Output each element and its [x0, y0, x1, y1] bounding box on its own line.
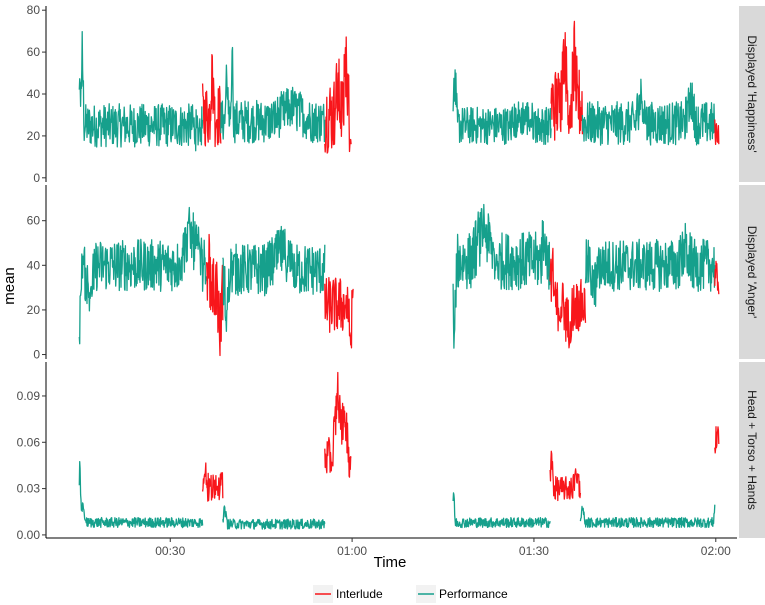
series-lines [78, 371, 720, 530]
interlude-series-line [324, 277, 354, 349]
x-tick-label: 01:00 [337, 544, 367, 558]
interlude-series-line [324, 36, 352, 154]
facet-strip [739, 185, 765, 359]
performance-series-line [78, 31, 204, 152]
y-tick-label: 0 [33, 348, 40, 362]
interlude-series-line [714, 119, 720, 146]
y-tick-label: 60 [27, 214, 41, 228]
x-axis: 00:30 01:00 01:30 02:00 [46, 537, 737, 558]
y-tick-label: 20 [27, 129, 41, 143]
performance-series-line [78, 206, 208, 345]
performance-series-line [222, 505, 326, 530]
interlude-series-line [201, 54, 222, 148]
facet-strip [739, 362, 765, 538]
panel-3: 0.00 0.03 0.06 0.09 Head + Torso + Hands [17, 362, 765, 542]
facet-strip-label: Displayed 'Anger' [745, 226, 759, 319]
y-tick-label: 20 [27, 303, 41, 317]
x-axis-title: Time [374, 554, 407, 571]
interlude-series-line [549, 247, 587, 349]
y-tick-label: 80 [27, 3, 41, 17]
interlude-series-line [324, 371, 352, 478]
facet-strip-label: Head + Torso + Hands [745, 390, 759, 510]
interlude-series-line [714, 426, 720, 454]
performance-series-line [78, 460, 204, 529]
x-tick-label: 00:30 [155, 544, 185, 558]
interlude-series-line [714, 260, 720, 295]
y-axis-title: mean [1, 267, 18, 305]
panel-2: 0 20 40 60 Displayed 'Anger' [27, 185, 765, 362]
panel-1: 0 20 40 60 80 Displayed 'Happiness' [27, 3, 765, 185]
y-tick-label: 0.00 [17, 528, 41, 542]
y-tick-label: 0.06 [17, 435, 41, 449]
performance-series-line [452, 69, 552, 146]
performance-series-line [581, 78, 716, 146]
legend-label: Interlude [336, 587, 383, 601]
y-tick-label: 40 [27, 87, 41, 101]
series-lines [78, 203, 720, 357]
panel-background [46, 362, 737, 538]
legend-label: Performance [439, 587, 508, 601]
y-tick-label: 0 [33, 171, 40, 185]
legend: Interlude Performance [313, 585, 508, 603]
y-tick-label: 40 [27, 258, 41, 272]
facet-strip [739, 6, 765, 182]
performance-series-line [579, 504, 716, 529]
interlude-series-line [205, 233, 224, 357]
x-tick-label: 01:30 [519, 544, 549, 558]
x-tick-label: 02:00 [701, 544, 731, 558]
legend-item-interlude: Interlude [313, 585, 383, 603]
panels-group: 0 20 40 60 80 Displayed 'Happiness' 0 20 40 60 Dis… [17, 3, 765, 542]
legend-item-performance: Performance [416, 585, 508, 603]
performance-series-line [452, 203, 551, 349]
performance-series-line [584, 222, 716, 307]
interlude-series-line [549, 450, 582, 502]
interlude-series-line [201, 462, 224, 502]
panel-background [46, 6, 737, 182]
performance-series-line [220, 46, 326, 144]
facet-strip-label: Displayed 'Happiness' [745, 35, 759, 152]
series-lines [78, 20, 720, 154]
y-tick-label: 0.09 [17, 389, 41, 403]
performance-series-line [452, 492, 551, 529]
y-tick-label: 0.03 [17, 482, 41, 496]
interlude-series-line [550, 20, 584, 141]
performance-series-line [222, 225, 326, 332]
y-tick-label: 60 [27, 45, 41, 59]
